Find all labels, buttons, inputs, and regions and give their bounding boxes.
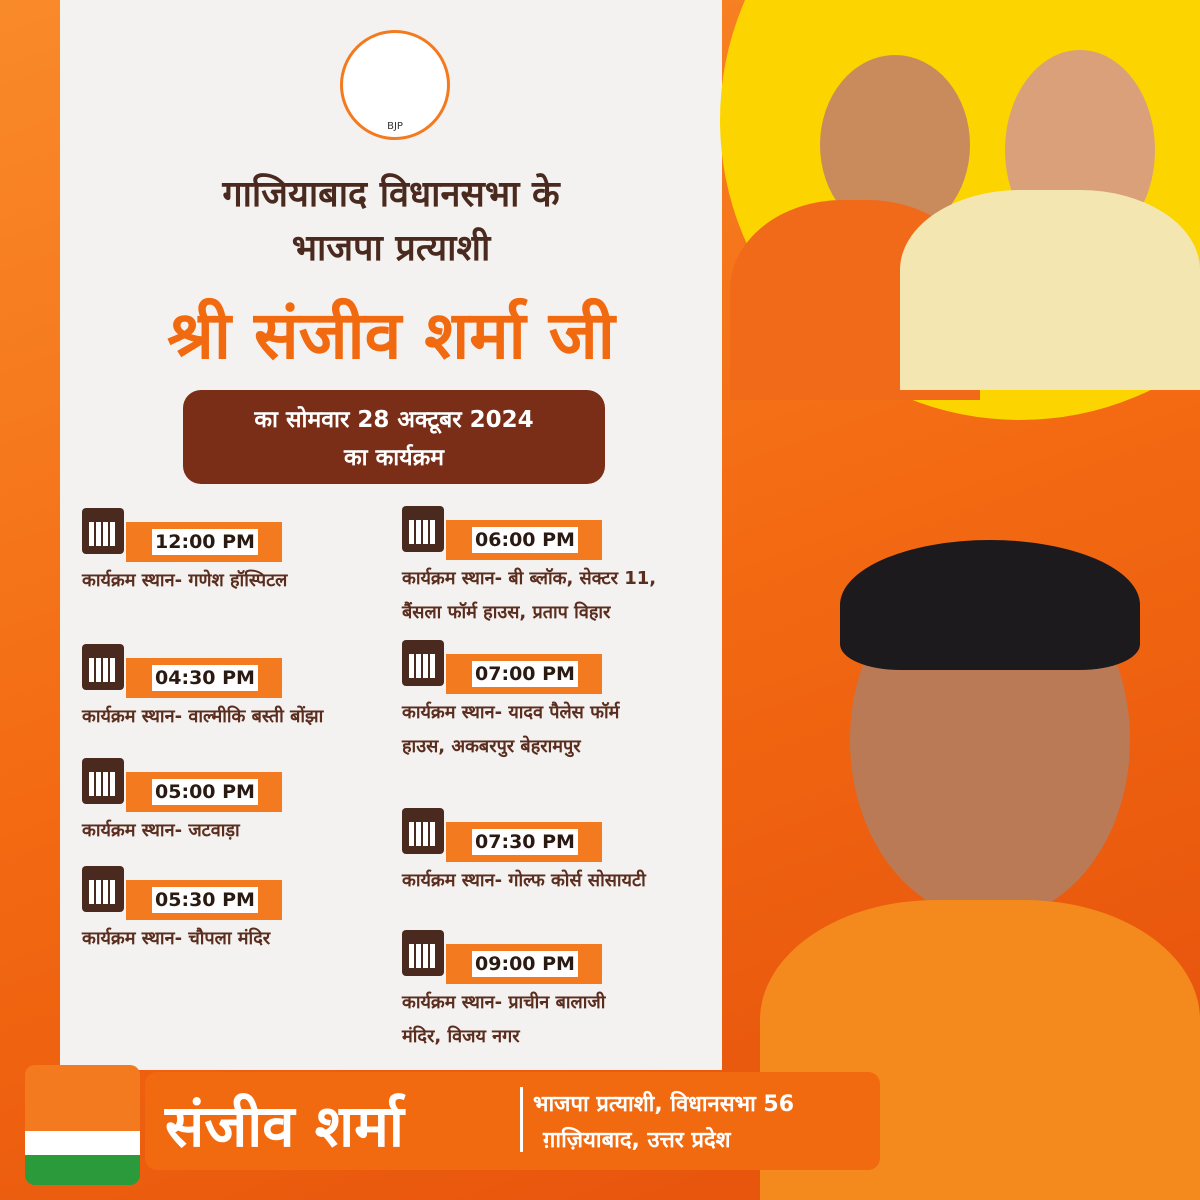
time: 12:00 PM	[152, 529, 258, 555]
venue: मंदिर, विजय नगर	[402, 1026, 520, 1047]
date-text: का कार्यक्रम	[343, 445, 444, 471]
time-bar: 07:00 PM	[446, 654, 602, 694]
venue: कार्यक्रम स्थान- जटवाड़ा	[82, 820, 240, 841]
footer-text: ग़ाज़ियाबाद, उत्तर प्रदेश	[543, 1128, 731, 1153]
time: 05:00 PM	[152, 779, 258, 805]
hair	[840, 540, 1140, 670]
venue: कार्यक्रम स्थान- प्राचीन बालाजी	[402, 992, 606, 1013]
calendar-icon	[402, 930, 444, 976]
venue: कार्यक्रम स्थान- बी ब्लॉक, सेक्टर 11,	[402, 568, 657, 589]
time: 04:30 PM	[152, 665, 258, 691]
venue: हाउस, अकबरपुर बेहरामपुर	[402, 736, 581, 757]
time: 07:00 PM	[472, 661, 578, 687]
time-bar: 04:30 PM	[126, 658, 282, 698]
calendar-icon	[402, 640, 444, 686]
date-text: का सोमवार 28 अक्टूबर 2024	[254, 407, 534, 433]
time-bar: 06:00 PM	[446, 520, 602, 560]
venue: कार्यक्रम स्थान- गणेश हॉस्पिटल	[82, 570, 288, 591]
footer-text: भाजपा प्रत्याशी, विधानसभा 56	[533, 1092, 795, 1117]
logo-label: BJP	[387, 121, 403, 132]
time-bar: 12:00 PM	[126, 522, 282, 562]
heading: गाजियाबाद विधानसभा के	[222, 174, 560, 215]
time: 05:30 PM	[152, 887, 258, 913]
time: 09:00 PM	[472, 951, 578, 977]
time: 07:30 PM	[472, 829, 578, 855]
time: 06:00 PM	[472, 527, 578, 553]
venue: कार्यक्रम स्थान- चौपला मंदिर	[82, 928, 271, 949]
venue: कार्यक्रम स्थान- वाल्मीकि बस्ती बोंझा	[82, 706, 324, 727]
footer-bar: संजीव शर्मा भाजपा प्रत्याशी, विधानसभा 56…	[145, 1072, 880, 1170]
time-bar: 05:00 PM	[126, 772, 282, 812]
venue: बैंसला फॉर्म हाउस, प्रताप विहार	[402, 602, 611, 623]
venue: कार्यक्रम स्थान- यादव पैलेस फॉर्म	[402, 702, 620, 723]
calendar-icon	[82, 508, 124, 554]
calendar-icon	[82, 866, 124, 912]
calendar-icon	[82, 758, 124, 804]
footer-name: संजीव शर्मा	[165, 1092, 404, 1160]
person-photo	[900, 190, 1200, 390]
calendar-icon	[82, 644, 124, 690]
time-bar: 05:30 PM	[126, 880, 282, 920]
venue: कार्यक्रम स्थान- गोल्फ कोर्स सोसायटी	[402, 870, 646, 891]
calendar-icon	[402, 808, 444, 854]
divider	[520, 1087, 523, 1152]
logo: BJP	[340, 30, 450, 140]
footer-logo	[25, 1065, 140, 1185]
time-bar: 07:30 PM	[446, 822, 602, 862]
calendar-icon	[402, 506, 444, 552]
candidate-name: श्री संजीव शर्मा जी	[167, 297, 615, 374]
time-bar: 09:00 PM	[446, 944, 602, 984]
heading: भाजपा प्रत्याशी	[291, 228, 491, 269]
date-box: का सोमवार 28 अक्टूबर 2024 का कार्यक्रम	[183, 390, 605, 484]
